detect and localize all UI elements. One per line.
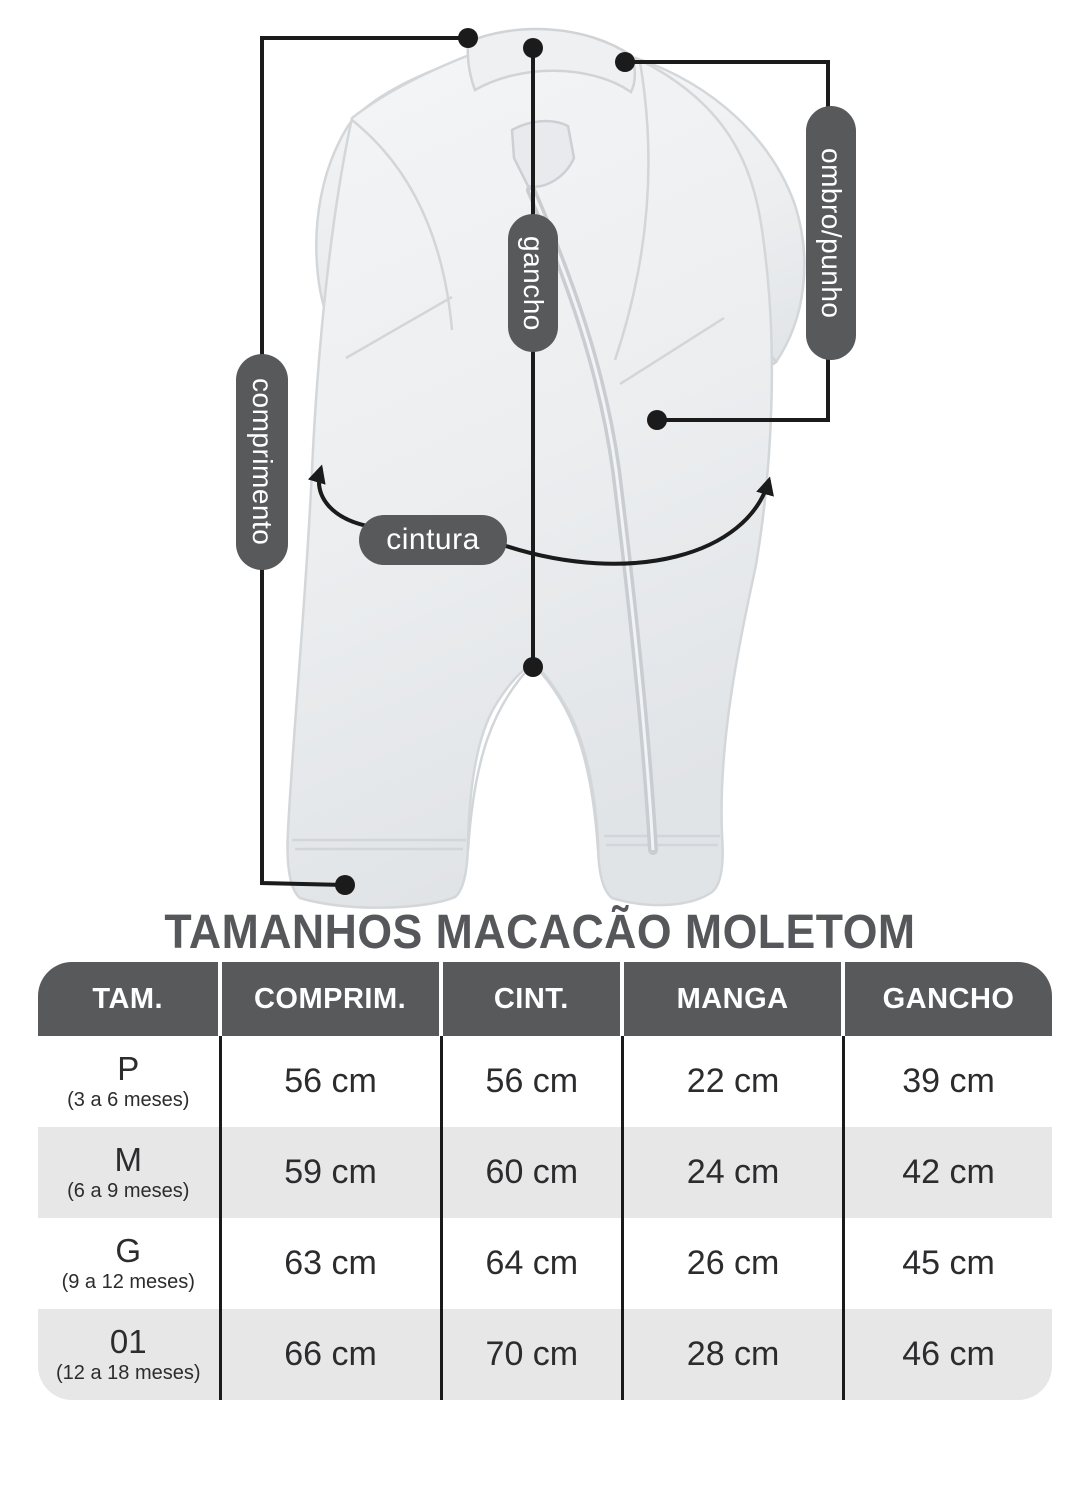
col-header-comprim: COMPRIM. bbox=[221, 962, 443, 1036]
size-cell: G (9 a 12 meses) bbox=[38, 1218, 222, 1309]
cint-cell: 56 cm bbox=[442, 1036, 625, 1127]
size-code: P bbox=[117, 1049, 140, 1087]
cintura-label-pill: cintura bbox=[359, 515, 507, 565]
comprim-cell: 56 cm bbox=[221, 1036, 443, 1127]
size-code: M bbox=[114, 1140, 143, 1178]
gancho-label-pill: gancho bbox=[508, 214, 558, 352]
page-title: TAMANHOS MACACÃO MOLETOM bbox=[164, 903, 916, 959]
size-age: (12 a 18 meses) bbox=[56, 1361, 201, 1384]
gancho-cell: 42 cm bbox=[845, 1127, 1052, 1218]
cint-cell: 64 cm bbox=[442, 1218, 625, 1309]
size-cell: 01 (12 a 18 meses) bbox=[38, 1309, 222, 1400]
size-age: (9 a 12 meses) bbox=[61, 1270, 195, 1293]
cint-cell: 70 cm bbox=[442, 1309, 625, 1400]
manga-cell: 28 cm bbox=[624, 1309, 846, 1400]
gancho-cell: 46 cm bbox=[845, 1309, 1052, 1400]
col-header-manga: MANGA bbox=[624, 962, 846, 1036]
col-header-tam: TAM. bbox=[38, 962, 222, 1036]
col-header-cint: CINT. bbox=[442, 962, 625, 1036]
manga-cell: 22 cm bbox=[624, 1036, 846, 1127]
size-cell: M (6 a 9 meses) bbox=[38, 1127, 222, 1218]
romper-seams bbox=[292, 61, 725, 851]
size-age: (3 a 6 meses) bbox=[67, 1088, 190, 1111]
comprimento-label-pill: comprimento bbox=[236, 354, 288, 570]
manga-cell: 26 cm bbox=[624, 1218, 846, 1309]
cintura-arrow-left bbox=[307, 464, 373, 529]
zipper bbox=[526, 185, 658, 855]
comprim-cell: 66 cm bbox=[221, 1309, 443, 1400]
romper-illustration bbox=[260, 27, 830, 909]
size-cell: P (3 a 6 meses) bbox=[38, 1036, 222, 1127]
ombro-punho-label-pill: ombro/punho bbox=[806, 106, 856, 360]
comprim-cell: 63 cm bbox=[221, 1218, 443, 1309]
cintura-arrow-right bbox=[505, 476, 774, 566]
manga-cell: 24 cm bbox=[624, 1127, 846, 1218]
sizes-table: TAM. COMPRIM. CINT. MANGA GANCHO P (3 a … bbox=[38, 962, 1052, 1400]
comprim-cell: 59 cm bbox=[221, 1127, 443, 1218]
cint-cell: 60 cm bbox=[442, 1127, 625, 1218]
romper-collar bbox=[466, 27, 637, 94]
size-age: (6 a 9 meses) bbox=[67, 1179, 190, 1202]
gancho-cell: 39 cm bbox=[845, 1036, 1052, 1127]
size-diagram: comprimento gancho ombro/punho cintura bbox=[236, 27, 856, 909]
size-code: G bbox=[115, 1231, 142, 1269]
gancho-cell: 45 cm bbox=[845, 1218, 1052, 1309]
col-header-gancho: GANCHO bbox=[845, 962, 1052, 1036]
measure-dots bbox=[335, 28, 667, 895]
size-code: 01 bbox=[109, 1322, 147, 1360]
